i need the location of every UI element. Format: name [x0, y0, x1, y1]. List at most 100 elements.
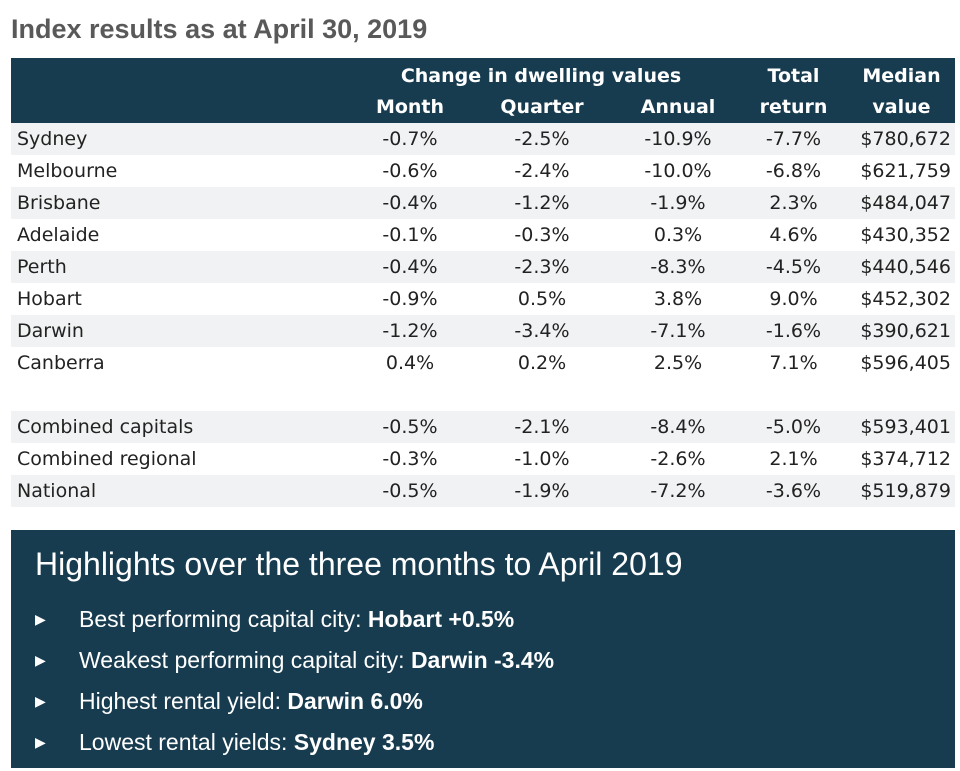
column-header-median-value-line1: Median	[862, 65, 941, 87]
highlight-label: Weakest performing capital city:	[79, 647, 411, 673]
column-header-month: Month	[375, 96, 445, 118]
table-row: Perth -0.4% -2.3% -8.3% -4.5% $440,546	[11, 251, 955, 283]
cell-quarter: -0.3%	[514, 224, 570, 246]
cell-median: $374,712	[860, 448, 951, 470]
cell-annual: -2.6%	[650, 448, 706, 470]
cell-total: 9.0%	[769, 288, 818, 310]
column-header-median-value-line2: value	[872, 96, 931, 118]
cell-total: 2.1%	[769, 448, 818, 470]
cell-total: 7.1%	[769, 352, 818, 374]
highlight-item: ▶ Lowest rental yields: Sydney 3.5%	[35, 727, 434, 757]
cell-month: -1.2%	[382, 320, 438, 342]
cell-name: Combined regional	[17, 448, 197, 470]
table-row: Sydney -0.7% -2.5% -10.9% -7.7% $780,672	[11, 123, 955, 155]
cell-name: Adelaide	[17, 224, 100, 246]
cell-annual: -8.3%	[650, 256, 706, 278]
cell-quarter: -2.4%	[514, 160, 570, 182]
index-results-table: Change in dwelling values Month Quarter …	[11, 58, 955, 507]
cell-month: -0.3%	[382, 448, 438, 470]
cell-name: Melbourne	[17, 160, 118, 182]
table-row: Adelaide -0.1% -0.3% 0.3% 4.6% $430,352	[11, 219, 955, 251]
cell-quarter: -2.1%	[514, 416, 570, 438]
table-spacer	[11, 379, 955, 411]
cell-annual: 2.5%	[653, 352, 703, 374]
cell-total: -6.8%	[765, 160, 822, 182]
cell-total: 2.3%	[769, 192, 818, 214]
cell-total: -1.6%	[765, 320, 822, 342]
cell-annual: -10.0%	[644, 160, 712, 182]
triangle-right-icon: ▶	[35, 652, 46, 668]
cell-median: $390,621	[860, 320, 951, 342]
highlight-item: ▶ Best performing capital city: Hobart +0…	[35, 604, 514, 634]
cell-quarter: -2.3%	[514, 256, 570, 278]
cell-total: -5.0%	[765, 416, 822, 438]
highlight-label: Highest rental yield:	[79, 688, 288, 714]
cell-name: Darwin	[17, 320, 84, 342]
cell-month: -0.5%	[382, 416, 438, 438]
cell-annual: 3.8%	[653, 288, 703, 310]
cell-month: -0.5%	[382, 480, 438, 502]
cell-median: $593,401	[860, 416, 951, 438]
table-row: Hobart -0.9% 0.5% 3.8% 9.0% $452,302	[11, 283, 955, 315]
cell-name: Hobart	[17, 288, 82, 310]
highlight-item: ▶ Highest rental yield: Darwin 6.0%	[35, 686, 423, 716]
cell-median: $780,672	[860, 128, 951, 150]
cell-name: Brisbane	[17, 192, 101, 214]
cell-total: -4.5%	[765, 256, 822, 278]
table-row: Combined capitals -0.5% -2.1% -8.4% -5.0% $59…	[11, 411, 955, 443]
cell-quarter: -3.4%	[514, 320, 570, 342]
cell-name: Perth	[17, 256, 67, 278]
cell-median: $519,879	[860, 480, 951, 502]
cell-name: Combined capitals	[17, 416, 194, 438]
table-body: Sydney -0.7% -2.5% -10.9% -7.7% $780,672 Melbo…	[11, 123, 955, 507]
cell-median: $596,405	[860, 352, 951, 374]
highlight-label: Lowest rental yields:	[79, 729, 294, 755]
cell-quarter: -1.2%	[514, 192, 570, 214]
cell-quarter: 0.2%	[517, 352, 567, 374]
table-row: Darwin -1.2% -3.4% -7.1% -1.6% $390,621	[11, 315, 955, 347]
cell-annual: -7.1%	[650, 320, 706, 342]
column-header-annual: Annual	[640, 96, 716, 118]
cell-month: -0.6%	[382, 160, 438, 182]
table-row: Melbourne -0.6% -2.4% -10.0% -6.8% $621,759	[11, 155, 955, 187]
cell-quarter: 0.5%	[517, 288, 567, 310]
cell-median: $430,352	[860, 224, 951, 246]
highlight-value: Sydney 3.5%	[293, 729, 435, 755]
cell-annual: -7.2%	[650, 480, 706, 502]
cell-median: $440,546	[860, 256, 951, 278]
highlight-value: Darwin -3.4%	[410, 647, 555, 673]
cell-annual: -8.4%	[650, 416, 706, 438]
cell-month: -0.1%	[382, 224, 438, 246]
cell-median: $452,302	[860, 288, 951, 310]
highlight-value: Hobart +0.5%	[367, 606, 515, 632]
table-row: Combined regional -0.3% -1.0% -2.6% 2.1% $374…	[11, 443, 955, 475]
cell-month: -0.7%	[382, 128, 438, 150]
column-header-quarter: Quarter	[500, 96, 584, 118]
triangle-right-icon: ▶	[35, 611, 46, 627]
table-row: Brisbane -0.4% -1.2% -1.9% 2.3% $484,047	[11, 187, 955, 219]
triangle-right-icon: ▶	[35, 734, 46, 750]
highlight-label: Best performing capital city:	[79, 606, 368, 632]
cell-month: 0.4%	[385, 352, 435, 374]
cell-month: -0.4%	[382, 192, 438, 214]
highlights-panel: Highlights over the three months to Apri…	[11, 530, 955, 768]
cell-total: -7.7%	[765, 128, 822, 150]
cell-name: National	[17, 480, 97, 502]
cell-annual: 0.3%	[653, 224, 703, 246]
cell-total: -3.6%	[765, 480, 822, 502]
highlight-value: Darwin 6.0%	[287, 688, 423, 714]
cell-quarter: -1.0%	[514, 448, 570, 470]
cell-median: $621,759	[860, 160, 951, 182]
column-header-total-return-line1: Total	[767, 65, 820, 87]
table-header: Change in dwelling values Month Quarter …	[11, 58, 955, 123]
cell-month: -0.9%	[382, 288, 438, 310]
cell-quarter: -1.9%	[514, 480, 570, 502]
triangle-right-icon: ▶	[35, 693, 46, 709]
table-row: Canberra 0.4% 0.2% 2.5% 7.1% $596,405	[11, 347, 955, 379]
table-row: National -0.5% -1.9% -7.2% -3.6% $519,879	[11, 475, 955, 507]
column-header-total-return-line2: return	[759, 96, 828, 118]
highlight-item: ▶ Weakest performing capital city: Darwin…	[35, 645, 554, 675]
highlights-title: Highlights over the three months to Apri…	[35, 546, 683, 582]
cell-name: Sydney	[17, 128, 88, 150]
cell-annual: -1.9%	[650, 192, 706, 214]
